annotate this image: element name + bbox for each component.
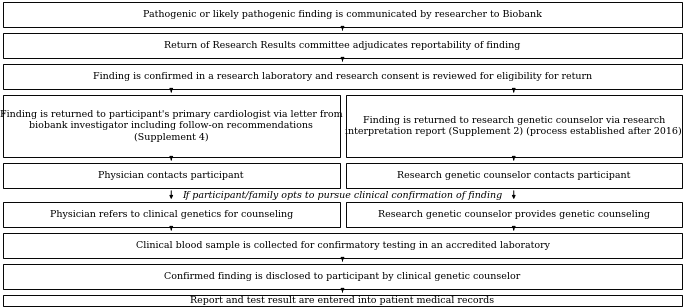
Bar [3,2,682,27]
Bar [3,295,682,306]
Text: Finding is confirmed in a research laboratory and research consent is reviewed f: Finding is confirmed in a research labor… [93,72,592,81]
Bar [3,95,340,157]
Text: Research genetic counselor provides genetic counseling: Research genetic counselor provides gene… [377,210,650,219]
Bar [3,64,682,89]
Bar [345,163,682,188]
Text: Return of Research Results committee adjudicates reportability of finding: Return of Research Results committee adj… [164,41,521,50]
Text: Clinical blood sample is collected for confirmatory testing in an accredited lab: Clinical blood sample is collected for c… [136,241,549,250]
Text: Physician refers to clinical genetics for counseling: Physician refers to clinical genetics fo… [49,210,293,219]
Text: Finding is returned to research genetic counselor via research
interpretation re: Finding is returned to research genetic … [345,116,682,136]
Text: Confirmed finding is disclosed to participant by clinical genetic counselor: Confirmed finding is disclosed to partic… [164,272,521,281]
Text: If participant/family opts to pursue clinical confirmation of finding: If participant/family opts to pursue cli… [182,191,503,200]
Text: Physician contacts participant: Physician contacts participant [99,171,244,180]
Bar [3,233,682,258]
Bar [3,33,682,58]
Bar [345,95,682,157]
Text: Research genetic counselor contacts participant: Research genetic counselor contacts part… [397,171,630,180]
Text: Pathogenic or likely pathogenic finding is communicated by researcher to Biobank: Pathogenic or likely pathogenic finding … [143,10,542,19]
Bar [345,202,682,227]
Bar [3,202,340,227]
Bar [3,163,340,188]
Text: Report and test result are entered into patient medical records: Report and test result are entered into … [190,296,495,305]
Text: Finding is returned to participant's primary cardiologist via letter from
bioban: Finding is returned to participant's pri… [0,110,342,142]
Bar [3,264,682,289]
